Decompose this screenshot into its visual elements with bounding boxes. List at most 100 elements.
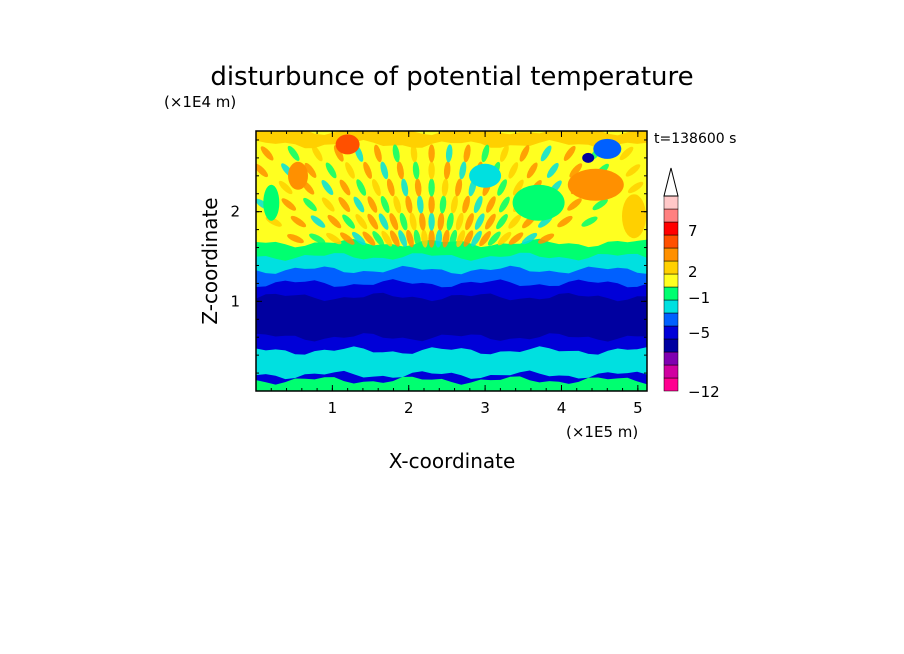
wave-streak xyxy=(455,212,464,231)
wave-streak xyxy=(421,229,428,248)
colorbar-swatch xyxy=(663,364,679,379)
y-axis: 12 xyxy=(230,139,647,374)
wave-streak xyxy=(437,212,445,231)
wave-streak xyxy=(546,162,559,178)
anomaly-patch xyxy=(567,168,624,201)
wave-streak xyxy=(428,144,435,163)
wave-streak xyxy=(413,229,421,248)
wave-streak xyxy=(367,196,378,213)
wave-streak xyxy=(428,161,435,180)
colorbar-swatch xyxy=(663,247,679,262)
colorbar-swatch xyxy=(663,195,679,210)
colorbar: 7 2 −1 −5 −12 xyxy=(663,167,720,401)
wave-streak xyxy=(325,162,337,179)
colorbar-swatch xyxy=(663,273,679,288)
wave-streak xyxy=(417,195,424,214)
wave-streak xyxy=(519,145,530,162)
wave-streak xyxy=(333,145,344,162)
wave-streak xyxy=(487,231,501,246)
wave-streak xyxy=(398,230,407,248)
wave-streak xyxy=(396,161,404,180)
x-tick-label: 5 xyxy=(633,399,643,417)
wave-streak xyxy=(353,196,365,213)
wave-streak xyxy=(401,178,409,197)
wave-streak xyxy=(485,213,496,230)
colorbar-swatch xyxy=(663,221,679,236)
chart-title: disturbunce of potential temperature xyxy=(210,62,693,92)
wave-streak xyxy=(512,179,524,196)
wave-streak xyxy=(309,233,326,244)
wave-streak xyxy=(374,144,382,163)
wave-streak xyxy=(428,229,435,248)
wave-streak xyxy=(409,212,417,231)
wave-streak xyxy=(463,144,471,163)
y-tick-label: 1 xyxy=(230,292,240,310)
wave-streak xyxy=(450,195,458,214)
wave-streak xyxy=(386,178,395,197)
wave-streak xyxy=(399,212,408,231)
wave-streak xyxy=(456,230,466,248)
wave-streak xyxy=(362,231,376,246)
wave-streak xyxy=(563,145,576,161)
anomaly-patch xyxy=(582,152,595,163)
wave-streak xyxy=(355,214,368,230)
wave-streak xyxy=(459,161,467,180)
wave-streak xyxy=(406,229,414,248)
wave-streak xyxy=(446,212,454,231)
colorbar-label: −1 xyxy=(688,289,710,307)
wave-streak xyxy=(526,162,538,179)
wave-streak xyxy=(389,213,399,231)
wave-streak xyxy=(471,230,482,247)
wave-streak xyxy=(414,178,422,197)
wave-streak xyxy=(508,214,522,229)
wave-streak xyxy=(287,145,300,161)
x-tick-label: 3 xyxy=(480,399,490,417)
wave-streak xyxy=(619,146,634,161)
colorbar-swatch xyxy=(663,351,679,366)
colorbar-swatch xyxy=(663,299,679,314)
wave-streak xyxy=(342,214,355,229)
anomaly-patch xyxy=(335,134,360,155)
wave-streak xyxy=(339,179,351,196)
wave-streak xyxy=(351,231,366,246)
wave-streak xyxy=(567,198,582,211)
x-tick-label: 2 xyxy=(404,399,414,417)
wave-streak xyxy=(363,161,372,179)
wave-streak xyxy=(378,213,389,230)
colorbar-label: −12 xyxy=(688,383,720,401)
wave-streak xyxy=(486,196,496,213)
colorbar-label: 2 xyxy=(688,263,698,281)
wave-streak xyxy=(256,163,269,178)
wave-streak xyxy=(442,229,450,248)
wave-streak xyxy=(435,229,443,248)
wave-streak xyxy=(557,215,573,228)
colorbar-swatch xyxy=(663,312,679,327)
wave-streak xyxy=(281,198,297,211)
wave-streak xyxy=(581,216,598,227)
anomaly-patch xyxy=(622,194,646,239)
colorbar-swatch xyxy=(663,325,679,340)
wave-streak xyxy=(260,146,274,161)
x-axis: 1 2 3 4 5 xyxy=(270,131,643,417)
wave-streak xyxy=(412,161,420,180)
wave-streak xyxy=(508,232,524,245)
plot-area xyxy=(256,131,647,391)
colorbar-label: −5 xyxy=(688,324,710,342)
colorbar-swatch xyxy=(663,234,679,249)
wave-streak xyxy=(419,212,426,231)
wave-streak xyxy=(338,196,351,213)
wave-streak xyxy=(287,234,304,244)
wave-streak xyxy=(497,231,512,246)
contour-layer xyxy=(256,376,647,391)
upper-anomaly-spots xyxy=(263,134,646,239)
anomaly-patch xyxy=(288,161,308,190)
wave-streak xyxy=(321,179,334,196)
wave-streak xyxy=(321,197,335,212)
wave-streak xyxy=(340,232,355,245)
wave-streak xyxy=(372,179,381,196)
wave-streak xyxy=(290,215,307,228)
wave-streak xyxy=(462,195,470,214)
wave-streak xyxy=(356,179,367,196)
wave-streak xyxy=(326,232,342,245)
